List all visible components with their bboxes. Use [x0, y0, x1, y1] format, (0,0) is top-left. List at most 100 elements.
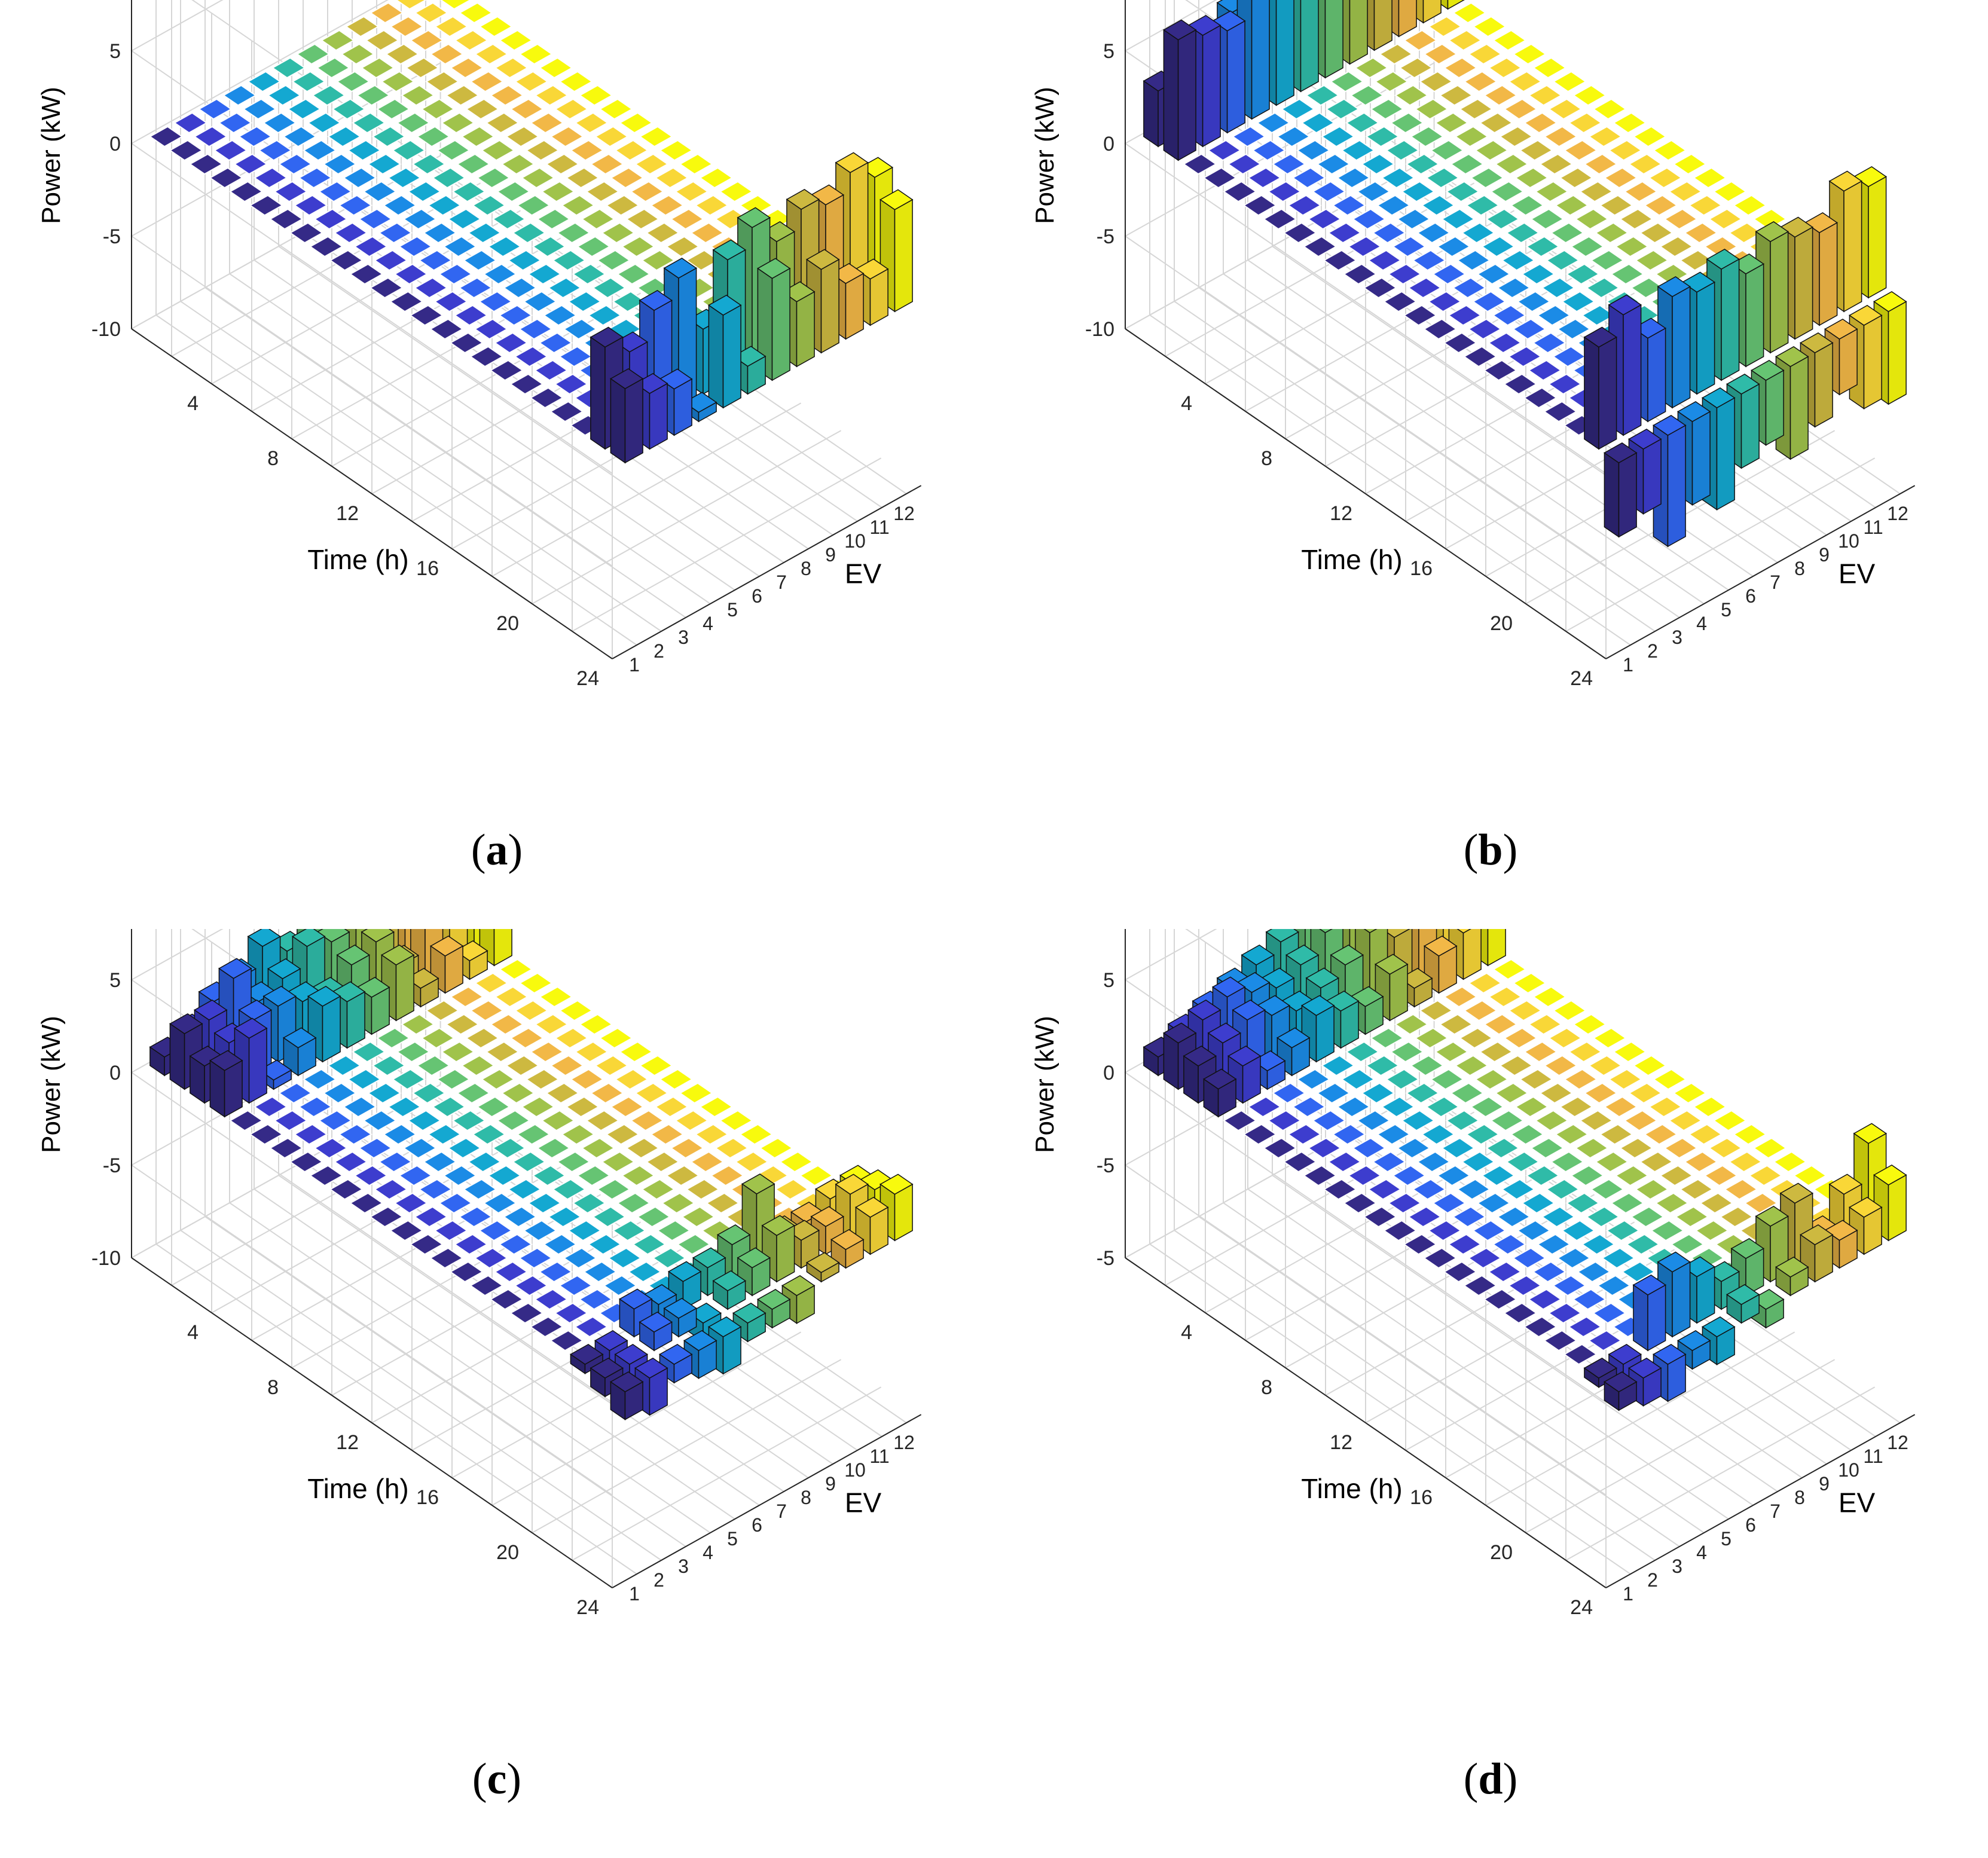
- zero-tile: [1183, 153, 1217, 175]
- zero-tile: [418, 249, 453, 271]
- bar-top-face: [1561, 1220, 1596, 1242]
- zero-tile: [1773, 1151, 1807, 1173]
- zero-tile: [294, 1123, 328, 1145]
- bar-top-face: [1474, 1068, 1509, 1090]
- bar-top-face: [759, 1137, 793, 1159]
- x-tick-label: 1: [629, 654, 640, 676]
- zero-tile: [685, 1178, 720, 1200]
- zero-tile: [563, 318, 597, 340]
- bar-top-face: [1276, 1027, 1311, 1049]
- bar-top-face: [1403, 1233, 1437, 1255]
- bar-top-face: [1441, 208, 1476, 230]
- bar-top-face: [1510, 1123, 1544, 1145]
- zero-tile: [1693, 167, 1727, 189]
- zero-tile: [352, 1041, 386, 1063]
- zero-tile: [407, 1110, 442, 1132]
- zero-tile: [1568, 112, 1602, 134]
- bar-top-face: [439, 0, 472, 10]
- bar-top-face: [365, 29, 399, 51]
- bar-top-face: [1396, 208, 1431, 230]
- bar-top-face: [574, 1316, 609, 1338]
- zero-tile: [189, 153, 224, 175]
- zero-tile: [371, 126, 406, 148]
- bar-top-face: [229, 1110, 264, 1132]
- bar-top-face: [1583, 1082, 1618, 1104]
- bar-top-face: [469, 71, 504, 93]
- bar-top-face: [402, 1137, 437, 1159]
- zero-tile: [1752, 208, 1787, 230]
- zero-tile: [1452, 1206, 1486, 1228]
- zero-tile: [1468, 972, 1503, 994]
- zero-tile: [549, 1055, 584, 1077]
- zero-tile: [1632, 1055, 1667, 1077]
- bar-top-face: [447, 1137, 482, 1159]
- bar-top-face: [474, 318, 508, 340]
- bar-top-face: [460, 126, 495, 148]
- bar-top-face: [209, 167, 243, 189]
- zero-tile: [1644, 1123, 1678, 1145]
- zero-tile: [1483, 359, 1517, 381]
- zero-tile: [309, 236, 344, 258]
- grid-line: [1525, 1359, 1836, 1533]
- zero-tile: [1405, 1082, 1440, 1104]
- bar-top-face: [489, 1288, 524, 1310]
- bar-top-face: [445, 1013, 480, 1035]
- zero-tile: [1492, 304, 1526, 326]
- zero-tile: [534, 84, 569, 106]
- zero-tile: [331, 98, 366, 120]
- zero-tile: [343, 1096, 377, 1118]
- zero-tile: [1559, 167, 1593, 189]
- zero-tile: [630, 181, 664, 203]
- bar-top-face: [193, 126, 228, 148]
- zero-tile: [1613, 112, 1647, 134]
- bar-top-face: [380, 945, 415, 965]
- bar-top-face: [835, 1174, 869, 1195]
- bar-top-face: [1592, 1302, 1627, 1324]
- bar-top-face: [1492, 1233, 1526, 1255]
- bar-top-face: [609, 368, 644, 389]
- zero-tile: [456, 1082, 491, 1104]
- bar-top-face: [1450, 1082, 1485, 1104]
- bar-top-face: [879, 189, 914, 210]
- bar-top-face: [690, 1151, 725, 1173]
- bar-top-face: [318, 1110, 353, 1132]
- zero-tile: [1492, 1233, 1526, 1255]
- bar-top-face: [1394, 1013, 1429, 1035]
- zero-tile: [425, 71, 460, 93]
- chart-c: 1050-5-104812162024123456789101112Power …: [36, 929, 922, 1619]
- bar-top-face: [273, 1110, 308, 1132]
- bar-top-face: [316, 57, 350, 79]
- zero-tile: [1223, 1110, 1257, 1132]
- bar-top-face: [1621, 1261, 1656, 1283]
- bar-top-face: [1443, 57, 1478, 79]
- zero-tile: [1552, 71, 1587, 93]
- bar-top-face: [1467, 1247, 1502, 1269]
- zero-tile: [1282, 1151, 1317, 1173]
- zero-tile: [1316, 153, 1351, 175]
- zero-tile: [320, 29, 355, 51]
- zero-tile: [1439, 84, 1473, 106]
- bar-top-face: [1543, 126, 1578, 148]
- zero-tile: [1321, 126, 1355, 148]
- bar-top-face: [1679, 1178, 1714, 1200]
- bar-top-face: [1659, 1165, 1694, 1187]
- bar-top-face: [1285, 945, 1320, 965]
- bar-top-face: [249, 1123, 283, 1145]
- bar-top-face: [710, 1165, 744, 1187]
- bar-top-face: [1485, 1137, 1520, 1159]
- bar-top-face: [1532, 986, 1567, 1008]
- bar-top-face: [409, 304, 444, 326]
- bar-top-face: [1372, 1151, 1406, 1173]
- bar-top-face: [396, 1041, 430, 1063]
- bar-top-face: [676, 1233, 711, 1255]
- bar-top-face: [538, 332, 573, 354]
- zero-tile: [402, 208, 437, 230]
- bar-top-face: [1494, 153, 1529, 175]
- bar-top-face: [554, 98, 589, 120]
- zero-tile: [1541, 1206, 1575, 1228]
- zero-tile: [1303, 236, 1337, 258]
- zero-tile: [378, 1151, 413, 1173]
- bar-top-face: [1385, 1068, 1420, 1090]
- bar-top-face: [663, 258, 698, 279]
